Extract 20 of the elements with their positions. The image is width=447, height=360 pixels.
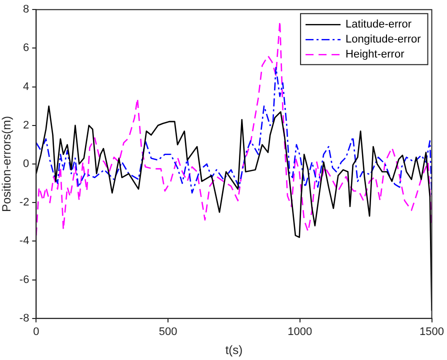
y-tick-label: 0 xyxy=(23,158,30,170)
x-tick-label: 1000 xyxy=(288,326,312,338)
legend-label: Latitude-error xyxy=(346,18,412,31)
y-tick-label: 4 xyxy=(23,80,30,93)
y-tick-label: -4 xyxy=(19,235,30,248)
y-tick-label: -6 xyxy=(19,274,30,286)
y-tick-label: -2 xyxy=(19,196,30,209)
legend-label: Longitude-error xyxy=(346,34,422,46)
x-axis-title: t(s) xyxy=(225,343,243,358)
x-tick-label: 0 xyxy=(33,326,40,338)
line-series xyxy=(36,20,432,236)
y-axis-title: Position-errors(m) xyxy=(0,116,14,212)
x-tick-label: 500 xyxy=(158,326,178,338)
line-series xyxy=(36,66,432,198)
y-tick-label: 6 xyxy=(23,42,30,54)
legend-label: Height-error xyxy=(346,48,405,61)
y-tick-label: 2 xyxy=(23,119,30,132)
y-tick-label: 8 xyxy=(23,4,30,16)
x-tick-label: 1500 xyxy=(420,326,444,338)
y-tick-label: -8 xyxy=(19,312,30,324)
